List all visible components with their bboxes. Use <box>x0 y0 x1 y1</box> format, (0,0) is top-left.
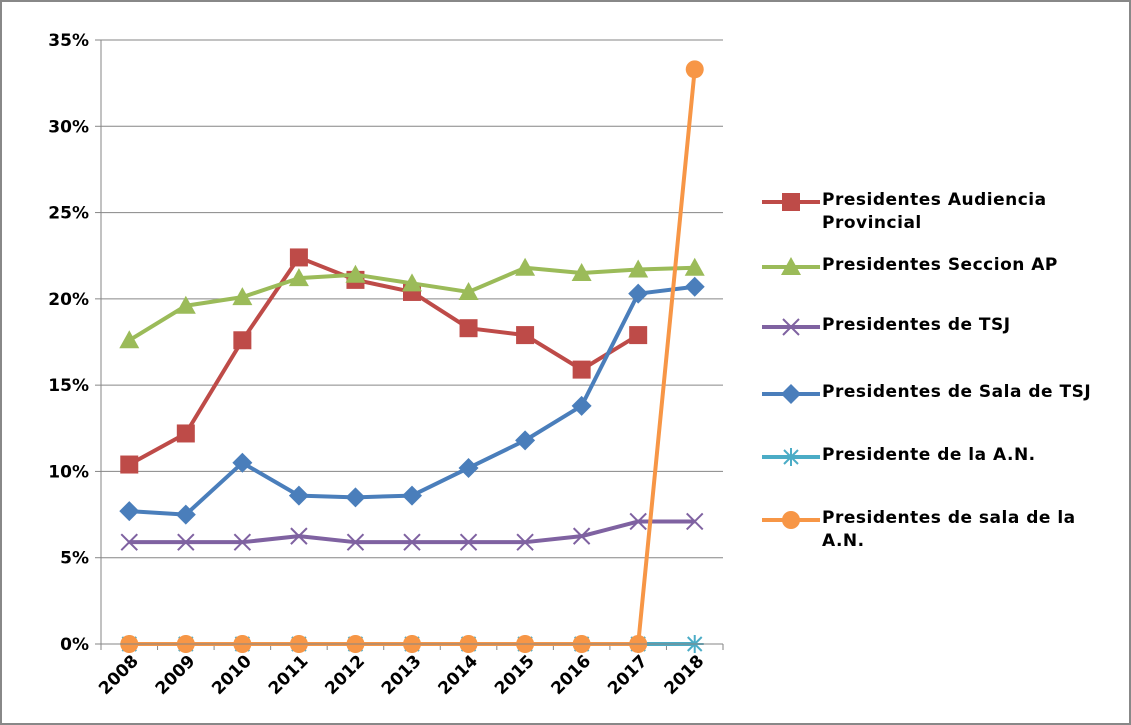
marker <box>402 485 422 506</box>
series-line <box>129 284 695 517</box>
marker <box>628 259 649 278</box>
legend-label: Presidentes Audiencia Provincial <box>822 190 1047 233</box>
marker <box>782 193 800 211</box>
marker <box>288 485 309 506</box>
marker <box>781 384 801 404</box>
marker <box>782 448 800 466</box>
legend-label: Presidentes de sala de la A.N. <box>822 508 1076 551</box>
marker <box>232 287 253 306</box>
marker <box>175 504 196 525</box>
x-tick-label: 2015 <box>491 651 539 699</box>
marker <box>403 533 421 551</box>
marker <box>515 430 536 451</box>
marker <box>572 527 591 545</box>
marker <box>571 395 592 416</box>
x-tick-label: 2014 <box>434 651 482 699</box>
series-line <box>129 519 695 545</box>
marker <box>516 326 535 345</box>
marker <box>290 527 308 545</box>
marker <box>459 533 478 551</box>
marker <box>289 248 308 267</box>
marker <box>515 257 536 276</box>
marker <box>233 331 252 350</box>
marker <box>176 424 195 443</box>
marker <box>782 511 800 529</box>
x-tick-label: 2013 <box>378 651 426 699</box>
y-tick-label: 5% <box>60 549 89 569</box>
marker <box>346 533 365 551</box>
legend-label: Presidentes de Sala de TSJ <box>822 382 1092 402</box>
y-tick-label: 30% <box>48 117 89 137</box>
legend-label: Presidentes Seccion AP <box>822 255 1058 275</box>
marker <box>120 455 139 474</box>
marker <box>516 533 534 551</box>
marker <box>175 295 196 314</box>
marker <box>572 360 591 379</box>
x-tick-label: 2017 <box>604 651 652 699</box>
x-tick-label: 2010 <box>208 651 256 699</box>
y-tick-label: 35% <box>48 31 89 51</box>
y-tick-label: 0% <box>60 635 89 655</box>
marker <box>459 319 478 338</box>
marker <box>686 512 704 531</box>
marker <box>685 60 704 79</box>
marker <box>781 257 801 275</box>
marker <box>177 533 195 551</box>
x-tick-label: 2018 <box>661 651 709 699</box>
legend-label: Presidente de la A.N. <box>822 445 1036 465</box>
marker <box>684 257 705 276</box>
x-tick-label: 2011 <box>265 651 313 699</box>
y-tick-label: 15% <box>48 376 89 396</box>
marker <box>119 501 140 522</box>
marker <box>782 318 800 336</box>
marker <box>345 264 366 283</box>
marker <box>571 262 592 281</box>
x-tick-label: 2016 <box>548 651 596 699</box>
legend-label: Presidentes de TSJ <box>822 315 1011 335</box>
marker <box>288 268 309 287</box>
x-tick-label: 2008 <box>95 651 143 699</box>
marker <box>233 533 252 551</box>
x-tick-label: 2012 <box>321 651 369 699</box>
marker <box>402 273 422 292</box>
series-line <box>128 255 640 467</box>
y-tick-label: 20% <box>48 290 89 310</box>
x-tick-label: 2009 <box>152 651 200 699</box>
y-tick-label: 25% <box>48 204 89 224</box>
marker <box>684 276 705 297</box>
marker <box>119 330 140 349</box>
marker <box>120 533 138 551</box>
marker <box>458 281 479 300</box>
marker <box>232 452 253 473</box>
marker <box>629 512 647 531</box>
marker <box>629 326 648 345</box>
y-tick-label: 10% <box>48 462 89 482</box>
marker <box>458 457 479 478</box>
marker <box>345 487 366 508</box>
marker <box>628 283 649 304</box>
